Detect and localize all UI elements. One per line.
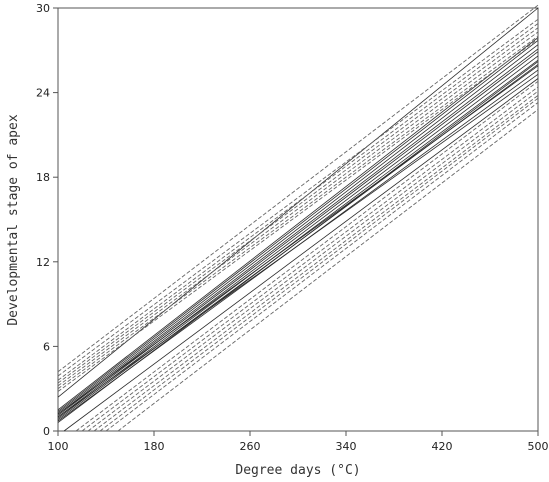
series-line-21 — [81, 86, 539, 432]
series-line-26 — [75, 80, 539, 432]
series-line-14 — [57, 38, 539, 392]
series-line-7 — [57, 44, 539, 413]
x-axis-ticks: 100 180 260 340 420 500 — [48, 431, 549, 453]
series-line-11 — [57, 65, 539, 415]
series-line-15 — [57, 35, 539, 390]
series-line-6 — [57, 48, 539, 415]
series-line-20 — [57, 4, 539, 373]
series-line-12 — [57, 61, 539, 423]
series-line-5 — [57, 51, 539, 416]
series-line-16 — [57, 31, 539, 387]
x-tick-label: 500 — [528, 440, 549, 453]
y-axis-title: Developmental stage of apex — [6, 114, 21, 325]
series-line-22 — [87, 90, 539, 432]
x-tick-label: 180 — [144, 440, 165, 453]
series-line-18 — [57, 23, 539, 381]
x-tick-label: 340 — [336, 440, 357, 453]
y-tick-label: 0 — [43, 425, 50, 438]
y-tick-label: 30 — [36, 2, 50, 15]
series-line-25 — [105, 102, 539, 432]
x-tick-label: 260 — [240, 440, 261, 453]
series-line-9 — [57, 37, 539, 411]
y-tick-label: 24 — [36, 87, 50, 100]
y-tick-label: 6 — [43, 340, 50, 353]
series-line-10 — [57, 73, 539, 418]
series-line-27 — [117, 109, 539, 432]
x-axis-title: Degree days (°C) — [235, 463, 360, 478]
series-line-8 — [57, 40, 539, 412]
series-line-23 — [93, 95, 539, 432]
plot-frame — [57, 7, 539, 432]
y-axis-ticks: 0 6 12 18 24 30 — [36, 2, 58, 438]
x-tick-label: 100 — [48, 440, 69, 453]
series-layer — [57, 4, 539, 432]
x-tick-label: 420 — [432, 440, 453, 453]
series-line-3 — [57, 59, 539, 419]
series-line-19 — [57, 18, 539, 377]
series-line-13 — [57, 7, 539, 398]
y-tick-label: 12 — [36, 256, 50, 269]
series-line-24 — [99, 97, 539, 432]
series-line-17 — [57, 27, 539, 384]
series-line-4 — [57, 55, 539, 418]
y-tick-label: 18 — [36, 171, 50, 184]
series-line-28 — [63, 78, 539, 432]
